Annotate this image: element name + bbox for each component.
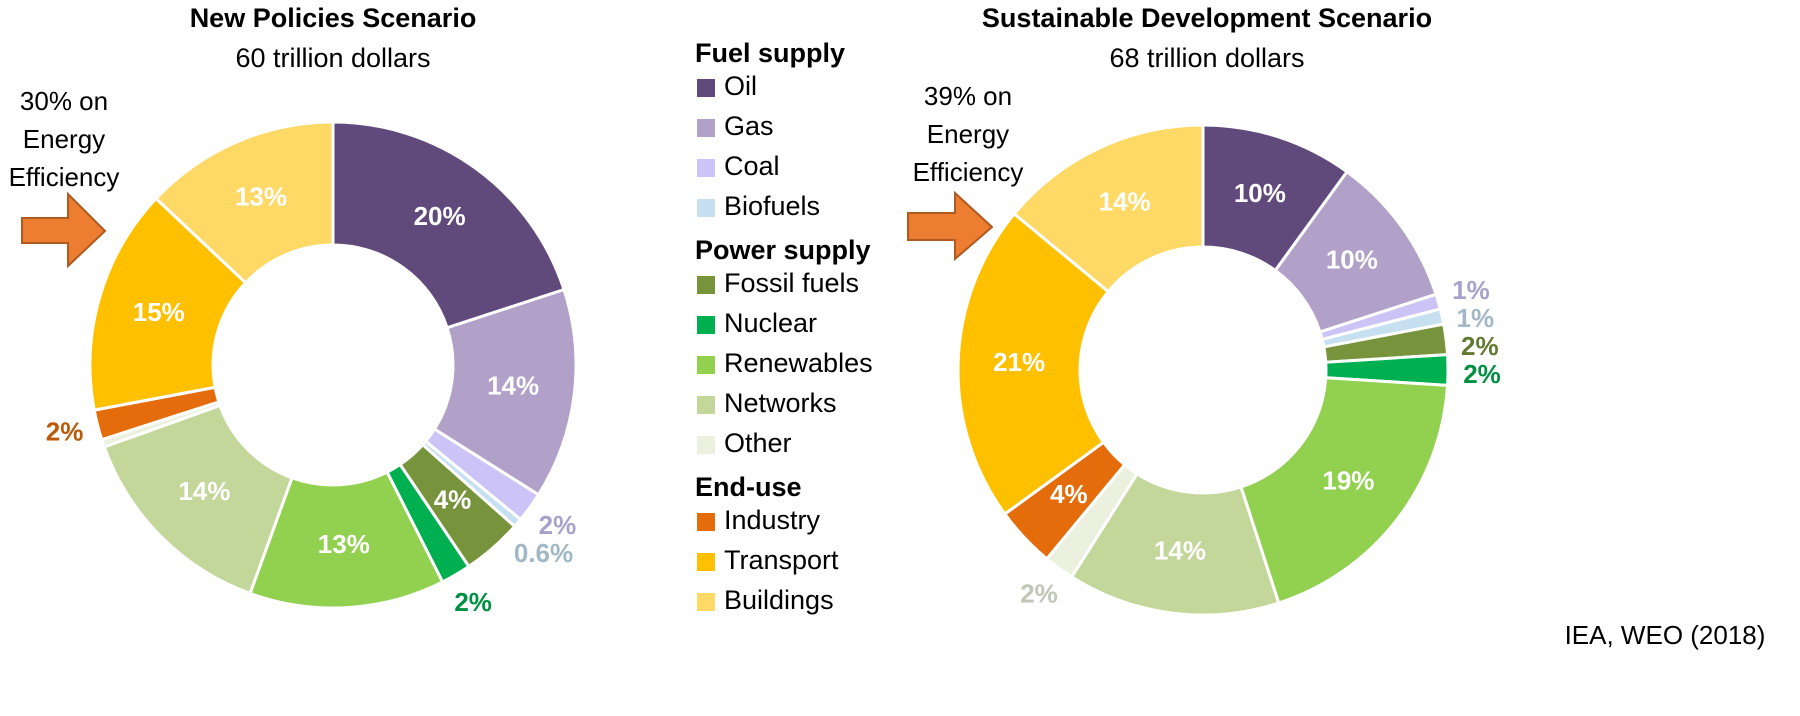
legend-item: Buildings bbox=[724, 585, 834, 615]
donut-slice bbox=[153, 120, 335, 285]
annotation: Efficiency bbox=[913, 157, 1024, 187]
donut-slice bbox=[102, 403, 294, 596]
value-label: 21% bbox=[993, 347, 1045, 377]
legend-item: Industry bbox=[724, 505, 821, 535]
legend-item: Gas bbox=[724, 111, 774, 141]
value-label: 1% bbox=[1456, 303, 1494, 333]
arrow bbox=[907, 190, 994, 262]
donut-slice bbox=[248, 470, 445, 610]
value-label: 10% bbox=[1326, 245, 1378, 275]
legend-item: Other bbox=[724, 428, 792, 458]
donut-slice bbox=[432, 287, 578, 497]
value-label: 14% bbox=[178, 476, 230, 506]
legend-swatch bbox=[697, 119, 715, 137]
annotation: Energy bbox=[927, 119, 1009, 149]
source: IEA, WEO (2018) bbox=[1565, 620, 1766, 650]
chart-subtitle: 68 trillion dollars bbox=[1109, 43, 1304, 73]
legend-group-title: Fuel supply bbox=[695, 38, 845, 68]
legend-swatch bbox=[697, 159, 715, 177]
arrow bbox=[21, 191, 107, 269]
legend-item: Renewables bbox=[724, 348, 873, 378]
value-label: 2% bbox=[539, 510, 577, 540]
chart-title: New Policies Scenario bbox=[190, 3, 477, 33]
value-label: 19% bbox=[1322, 466, 1374, 496]
legend-group-title: End-use bbox=[695, 472, 802, 502]
legend-swatch bbox=[697, 79, 715, 97]
legend-item: Coal bbox=[724, 151, 780, 181]
annotation: Efficiency bbox=[9, 162, 120, 192]
annotation: 30% on bbox=[20, 86, 108, 116]
legend-swatch bbox=[697, 316, 715, 334]
legend-item: Oil bbox=[724, 71, 757, 101]
legend-swatch bbox=[697, 513, 715, 531]
donut-slice bbox=[956, 211, 1111, 517]
legend-item: Networks bbox=[724, 388, 837, 418]
legend-group-title: Power supply bbox=[695, 235, 871, 265]
donut-slice bbox=[88, 196, 248, 412]
value-label: 4% bbox=[1050, 479, 1088, 509]
annotation: Energy bbox=[23, 124, 105, 154]
value-label: 2% bbox=[46, 416, 84, 446]
legend-swatch bbox=[697, 276, 715, 294]
legend-item: Nuclear bbox=[724, 308, 817, 338]
value-label: 2% bbox=[1461, 331, 1499, 361]
value-label: 13% bbox=[318, 529, 370, 559]
legend-swatch bbox=[697, 356, 715, 374]
legend-swatch bbox=[697, 593, 715, 611]
value-label: 13% bbox=[235, 181, 287, 211]
value-label: 15% bbox=[133, 297, 185, 327]
donut-slice bbox=[331, 120, 566, 330]
legend-item: Transport bbox=[724, 545, 839, 575]
legend-swatch bbox=[697, 436, 715, 454]
value-label: 2% bbox=[1020, 579, 1058, 609]
value-label: 14% bbox=[487, 370, 539, 400]
value-label: 2% bbox=[1463, 359, 1501, 389]
value-label: 10% bbox=[1234, 178, 1286, 208]
annotation: 39% on bbox=[924, 81, 1012, 111]
value-label: 20% bbox=[414, 201, 466, 231]
legend-item: Biofuels bbox=[724, 191, 820, 221]
legend-swatch bbox=[697, 199, 715, 217]
value-label: 2% bbox=[454, 587, 492, 617]
value-label: 14% bbox=[1154, 535, 1206, 565]
value-label: 0.6% bbox=[514, 538, 573, 568]
donut-slice bbox=[1012, 123, 1205, 294]
donut-slice bbox=[1239, 376, 1450, 605]
chart-title: Sustainable Development Scenario bbox=[982, 3, 1432, 33]
chart-subtitle: 60 trillion dollars bbox=[235, 43, 430, 73]
value-label: 4% bbox=[434, 484, 472, 514]
legend-swatch bbox=[697, 396, 715, 414]
legend-item: Fossil fuels bbox=[724, 268, 859, 298]
value-label: 14% bbox=[1099, 186, 1151, 216]
legend-swatch bbox=[697, 553, 715, 571]
value-label: 1% bbox=[1452, 275, 1490, 305]
donut-slice bbox=[1069, 471, 1281, 617]
